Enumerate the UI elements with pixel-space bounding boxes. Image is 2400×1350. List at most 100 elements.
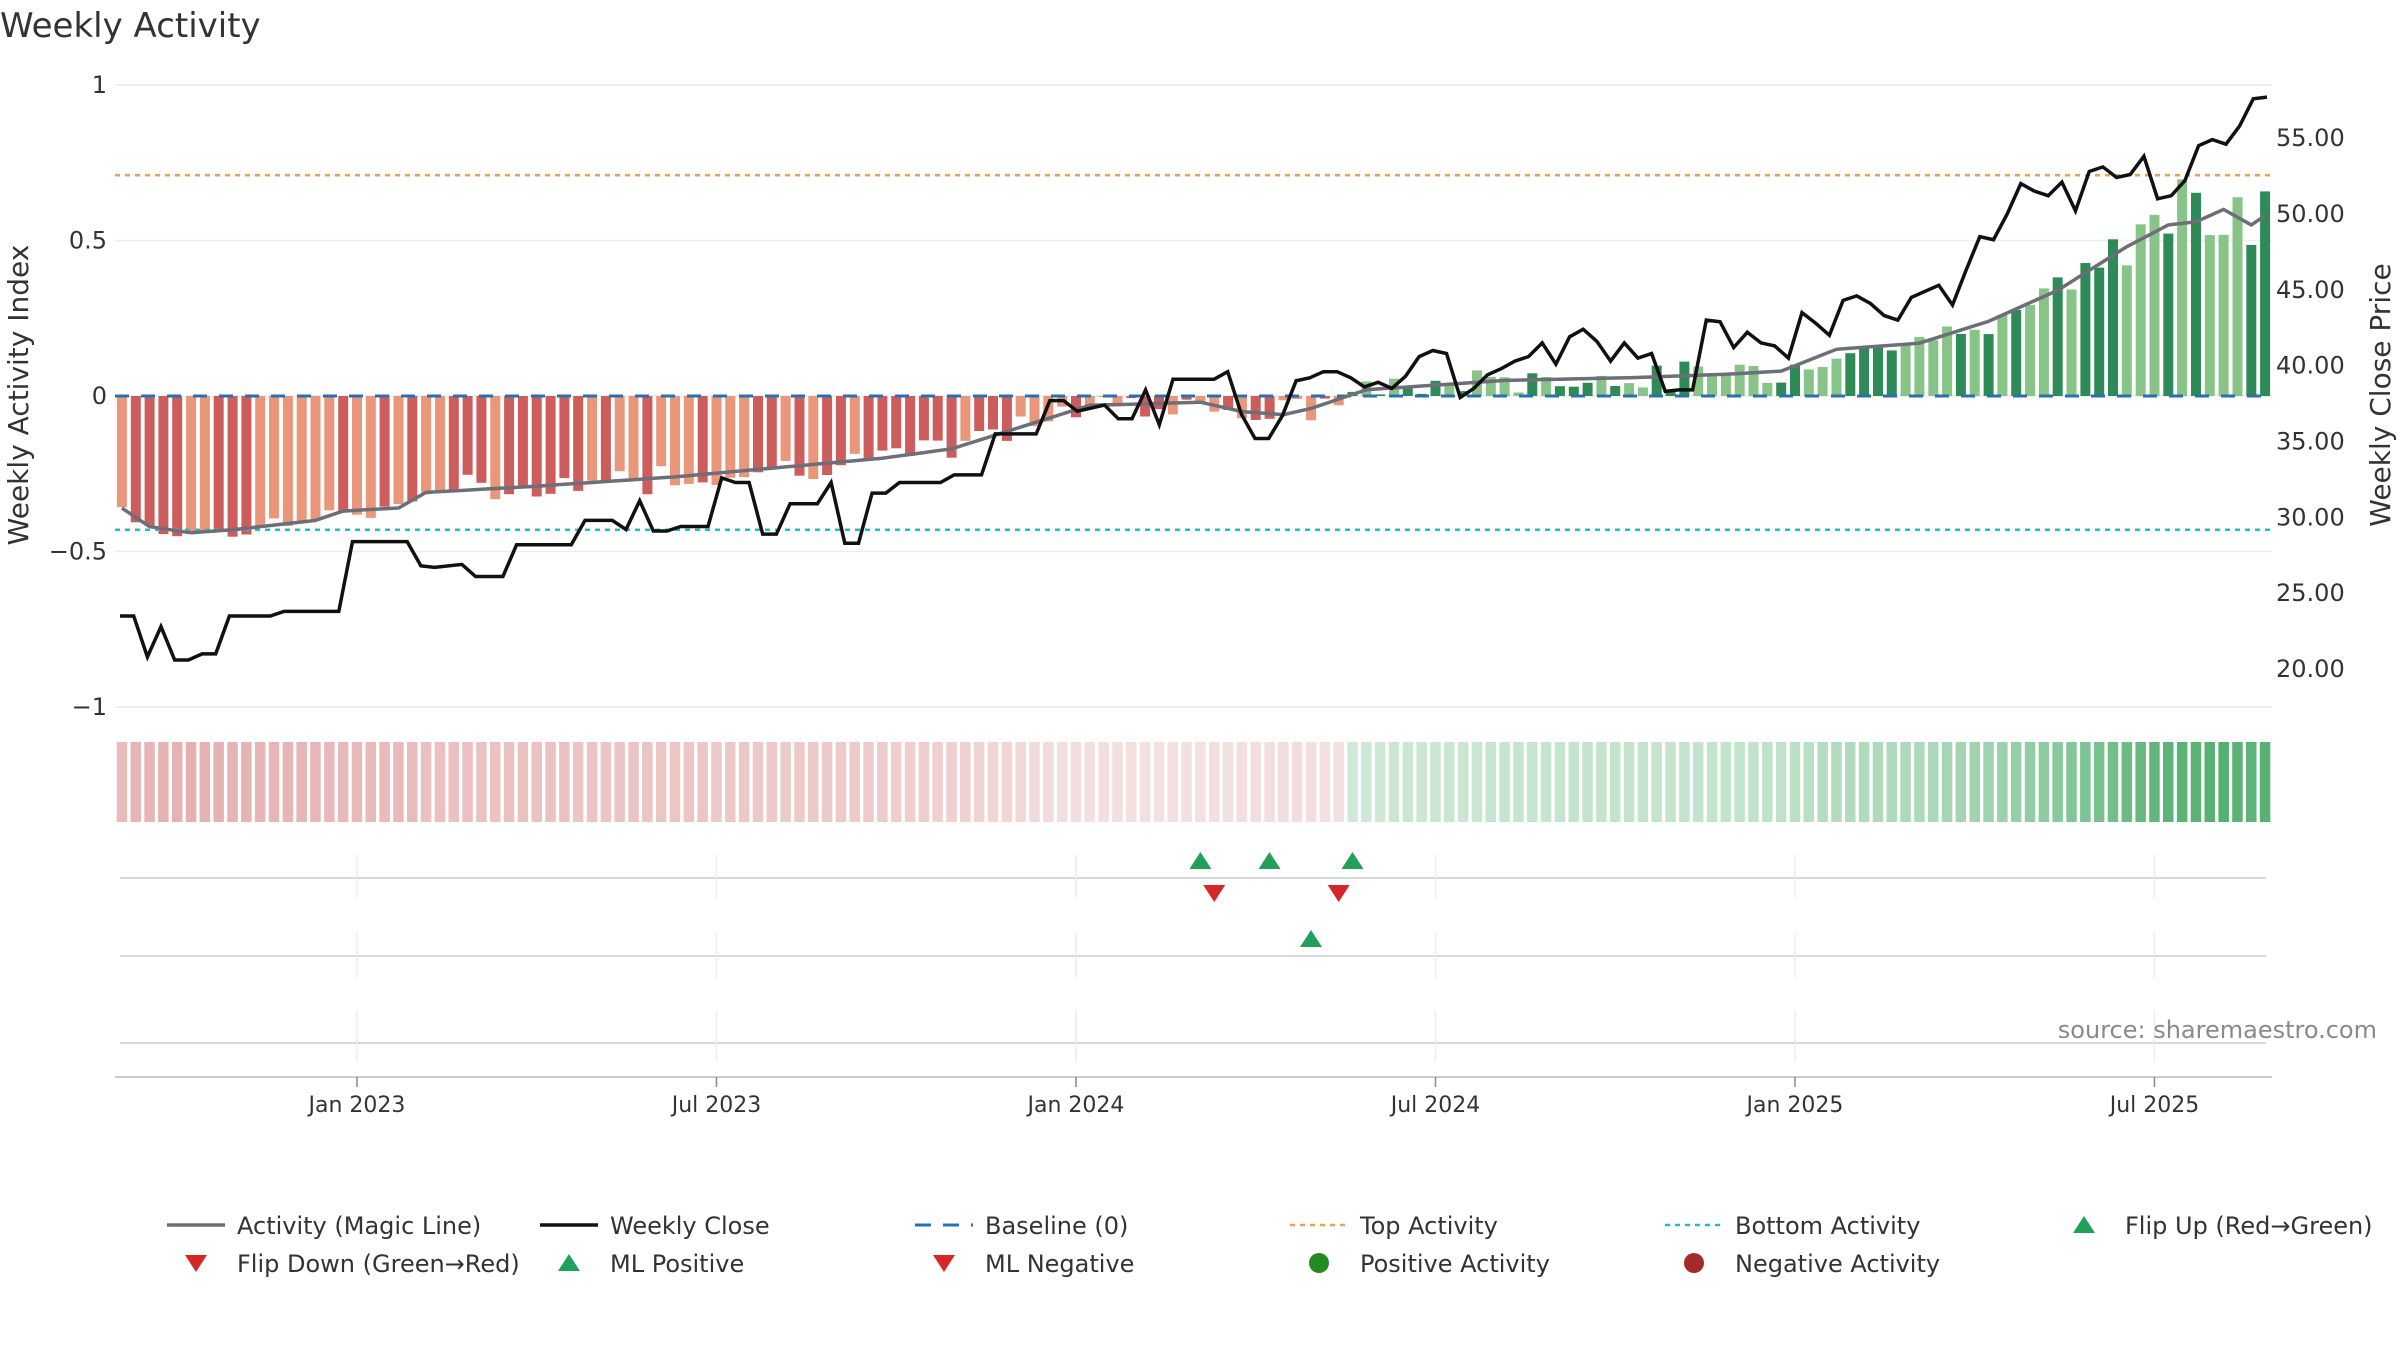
activity-bar	[462, 396, 473, 475]
activity-bar	[255, 396, 266, 528]
heat-strip-cell	[503, 742, 515, 822]
heat-strip-cell	[420, 742, 432, 822]
activity-bar	[2149, 214, 2160, 396]
heat-strip-cell	[2024, 742, 2036, 822]
heat-strip-cell	[310, 742, 321, 822]
activity-bar	[158, 396, 169, 535]
activity-bar	[2094, 267, 2105, 396]
activity-bar	[1071, 396, 1081, 418]
heat-strip-cell	[393, 742, 404, 822]
activity-bar	[352, 396, 362, 515]
heat-strip-cell	[1928, 742, 1939, 822]
legend-label: Flip Up (Red→Green)	[2125, 1212, 2373, 1240]
activity-bar	[642, 396, 653, 495]
heat-strip-cell	[476, 742, 487, 822]
activity-bar	[476, 396, 487, 483]
activity-bar	[1748, 366, 1759, 396]
activity-bar	[1762, 382, 1773, 396]
legend-item: Activity (Magic Line)	[167, 1212, 481, 1240]
activity-bar	[1942, 326, 1953, 396]
heat-strip-cell	[1153, 742, 1165, 822]
heat-strip-cell	[683, 742, 695, 822]
heat-strip-cell	[697, 742, 708, 822]
activity-bars	[116, 179, 2271, 537]
heat-strip-cell	[1831, 742, 1842, 822]
x-axis-ticks: Jan 2023 Jul 2023 Jan 2024 Jul 2024 Jan 2025…	[307, 1077, 2199, 1118]
activity-bar	[1914, 336, 1925, 396]
heat-strip-cell	[1886, 742, 1897, 822]
heat-strip-cell	[2066, 742, 2077, 822]
y2-tick-label: 45.00	[2276, 276, 2345, 304]
activity-bar	[2135, 224, 2146, 396]
activity-bar	[1278, 396, 1289, 401]
activity-bar	[421, 396, 432, 495]
activity-bar	[435, 396, 445, 492]
activity-bar	[1651, 365, 1662, 396]
activity-bar	[1250, 396, 1261, 420]
x-tick-label: Jul 2023	[670, 1093, 762, 1118]
heat-strip-cell	[2080, 742, 2091, 822]
heat-strip-cell	[1485, 742, 1496, 822]
heat-strip-cell	[1015, 742, 1026, 822]
heat-strip-cell	[1969, 742, 1980, 822]
activity-bar	[877, 396, 888, 451]
heat-strip-cell	[849, 742, 860, 822]
heat-strip-cell	[1941, 742, 1953, 822]
activity-bar	[1568, 386, 1579, 396]
y2-tick-label: 40.00	[2276, 352, 2345, 380]
activity-bar	[2052, 277, 2063, 396]
activity-bar	[1831, 358, 1842, 396]
heat-strip-cell	[268, 742, 280, 822]
activity-bar	[531, 396, 542, 497]
legend-label: Negative Activity	[1735, 1250, 1940, 1278]
heat-strip-cell	[1043, 742, 1054, 822]
heat-strip-cell	[1264, 742, 1275, 822]
heat-strip-cell	[1361, 742, 1372, 822]
activity-bar	[1527, 373, 1538, 396]
activity-bar	[822, 396, 833, 475]
heat-strip-cell	[1817, 742, 1828, 822]
heat-strip-cell	[1457, 742, 1469, 822]
heat-strip-cell	[1029, 742, 1040, 822]
activity-bar	[1001, 396, 1012, 441]
activity-bar	[932, 396, 943, 441]
ml-positive-marker	[1300, 930, 1323, 947]
heat-strip-cell	[669, 742, 681, 822]
activity-bar	[545, 396, 556, 494]
activity-bar	[130, 396, 141, 523]
activity-bar	[1375, 394, 1386, 396]
heat-strip-cell	[1762, 742, 1773, 822]
activity-bar	[490, 396, 501, 500]
heat-strip-cell	[1001, 742, 1013, 822]
heat-strip-cell	[545, 742, 556, 822]
activity-bar	[1776, 382, 1787, 396]
heat-strip-cell	[1679, 742, 1690, 822]
activity-bar	[1707, 375, 1717, 396]
signal-lanes	[120, 855, 2266, 1062]
heat-strip-cell	[1305, 742, 1317, 822]
flip-up-marker	[1341, 852, 1364, 869]
activity-bar	[2218, 234, 2229, 396]
flip-down-marker	[1203, 885, 1226, 902]
activity-bar	[227, 396, 238, 537]
heat-strip-cell	[1070, 742, 1082, 822]
activity-bar	[573, 396, 584, 491]
heat-strip-cell	[1056, 742, 1068, 822]
activity-bar	[504, 396, 515, 495]
activity-bar	[905, 396, 916, 456]
activity-bar	[269, 396, 279, 519]
activity-bar	[2163, 233, 2174, 396]
y-tick-label: 1	[92, 71, 107, 99]
activity-bar	[711, 396, 722, 485]
heat-strip-cell	[2176, 742, 2188, 822]
activity-bar	[1665, 390, 1676, 396]
heat-strip-cell	[600, 742, 612, 822]
legend-swatch-triangle-up	[558, 1254, 580, 1271]
source-note: source: sharemaestro.com	[2058, 1016, 2377, 1044]
left-axis-ticks: 1 0.5 0 −0.5 −1	[49, 71, 107, 721]
heat-strip-cell	[2246, 742, 2257, 822]
heat-strip-cell	[448, 742, 459, 822]
activity-bar	[296, 396, 307, 521]
heat-strip-cell	[973, 742, 985, 822]
